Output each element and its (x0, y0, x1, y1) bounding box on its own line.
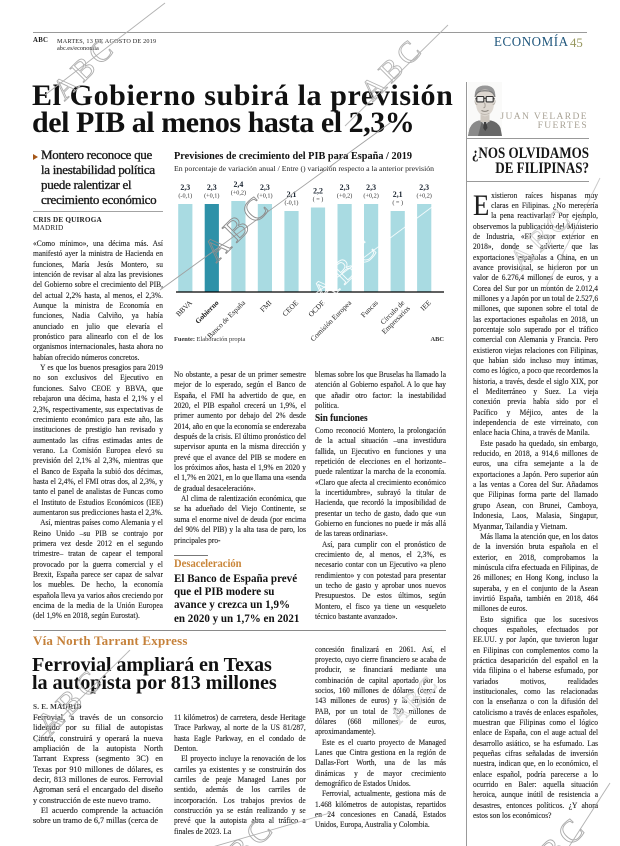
svg-text:(+0,2): (+0,2) (337, 193, 352, 200)
svg-text:2,2: 2,2 (313, 187, 323, 196)
svg-text:FMI: FMI (258, 298, 274, 314)
svg-text:2,4: 2,4 (233, 180, 243, 189)
svg-text:2,3: 2,3 (340, 183, 350, 192)
svg-text:2,3: 2,3 (260, 183, 270, 192)
svg-text:2,3: 2,3 (207, 183, 217, 192)
svg-text:(+0,2): (+0,2) (231, 190, 246, 197)
svg-text:( = ): ( = ) (392, 200, 403, 207)
svg-text:(+0,2): (+0,2) (363, 193, 378, 200)
svg-text:En porcentaje de variación anu: En porcentaje de variación anual / Entre… (174, 165, 434, 173)
svg-text:2,1: 2,1 (287, 190, 297, 199)
svg-text:OCDE: OCDE (306, 298, 327, 319)
svg-text:2,3: 2,3 (419, 183, 429, 192)
svg-text:2,3: 2,3 (180, 183, 190, 192)
svg-text:(+0,2): (+0,2) (417, 193, 432, 200)
svg-text:ABC: ABC (431, 336, 445, 343)
svg-text:IEE: IEE (418, 298, 433, 313)
svg-text:2,1: 2,1 (393, 190, 403, 199)
svg-text:Previsiones de crecimiento del: Previsiones de crecimiento del PIB para … (174, 150, 412, 162)
svg-text:BBVA: BBVA (174, 298, 195, 319)
svg-text:(-0,1): (-0,1) (285, 200, 299, 207)
svg-text:CEOE: CEOE (280, 298, 300, 318)
svg-text:Funcas: Funcas (359, 298, 380, 319)
svg-text:(+0,1): (+0,1) (257, 193, 272, 200)
svg-text:2,3: 2,3 (366, 183, 376, 192)
svg-text:( = ): ( = ) (313, 196, 324, 203)
svg-text:(+0,1): (+0,1) (204, 193, 219, 200)
svg-text:Fuente: Elaboración propia: Fuente: Elaboración propia (174, 336, 246, 343)
svg-text:(-0,1): (-0,1) (178, 193, 192, 200)
